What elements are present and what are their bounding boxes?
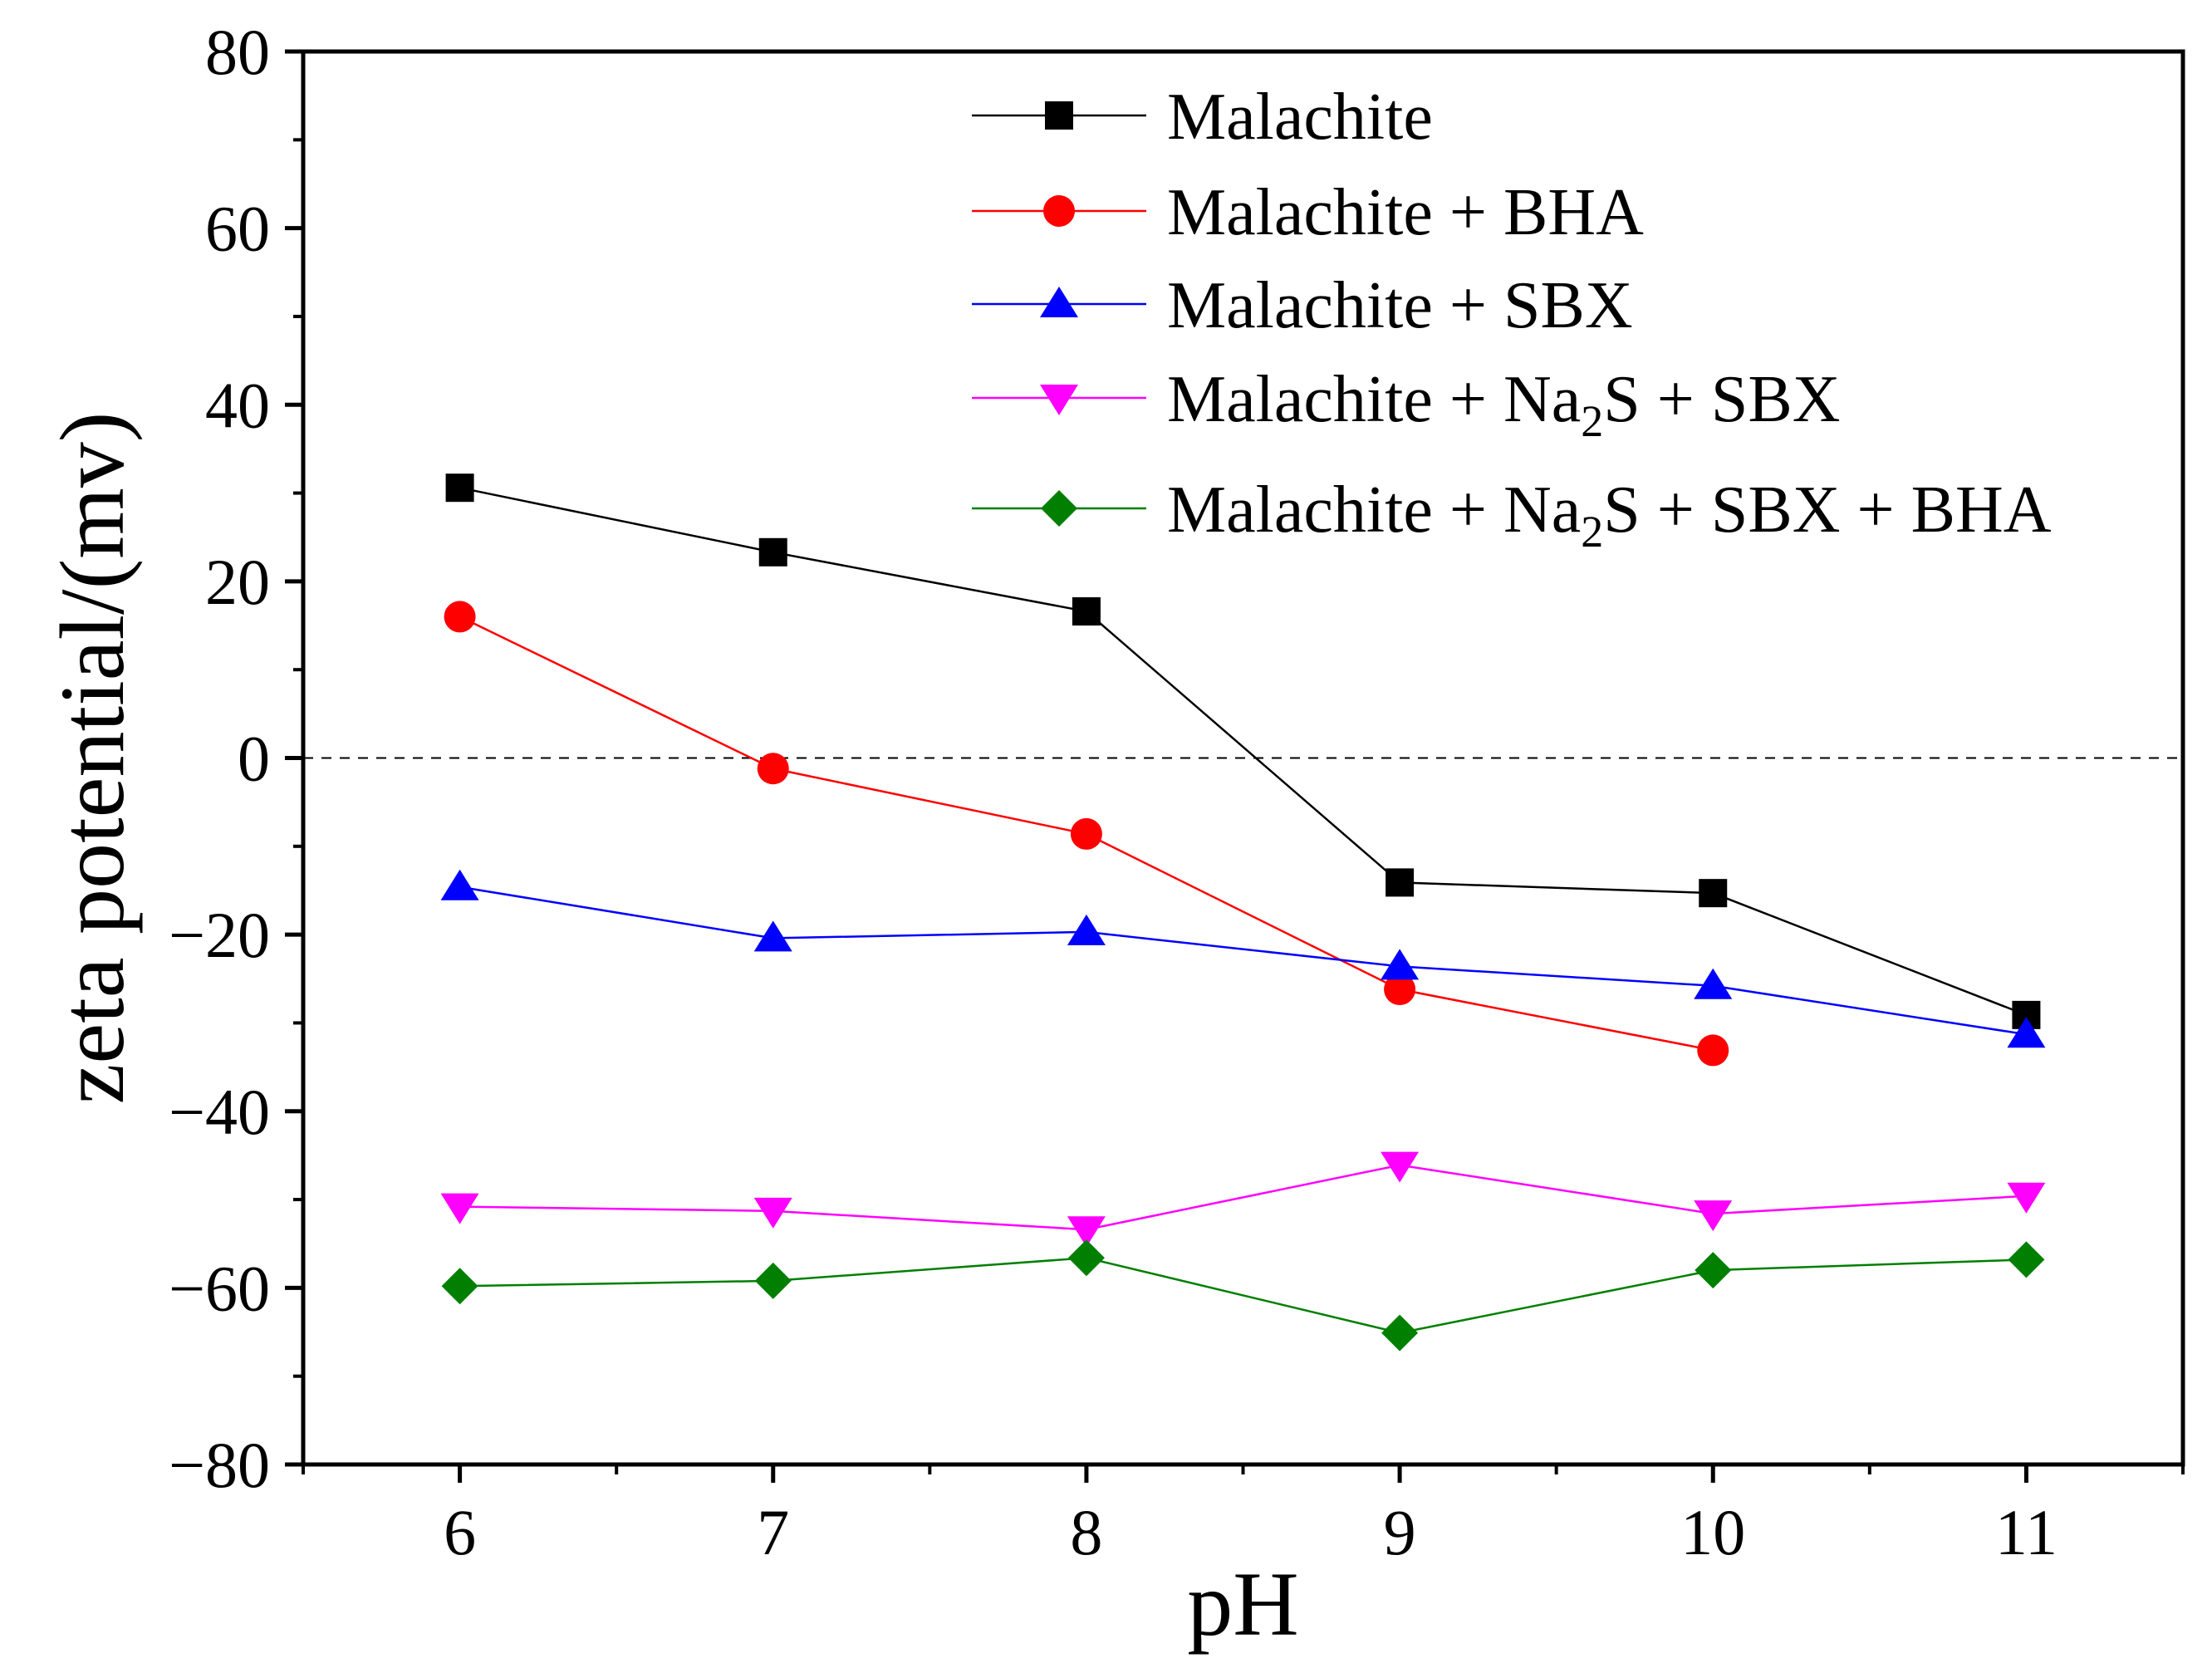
legend: Malachite Malachite + BHA Malachite + SBX M… bbox=[972, 81, 2052, 557]
data-point bbox=[444, 601, 476, 633]
data-point bbox=[758, 537, 787, 567]
legend-marker bbox=[1043, 195, 1075, 227]
data-point bbox=[1381, 949, 1420, 980]
series-4 bbox=[441, 1239, 2045, 1352]
y-tick-label: −20 bbox=[169, 899, 270, 971]
legend-label-part: Malachite + BHA bbox=[1167, 176, 1644, 249]
series-line-2 bbox=[459, 886, 2027, 1036]
data-point bbox=[753, 1197, 792, 1229]
legend-label-subscript: 2 bbox=[1581, 507, 1603, 557]
x-tick-label: 6 bbox=[444, 1496, 476, 1568]
legend-entry-0: Malachite bbox=[972, 81, 1433, 154]
data-point bbox=[753, 920, 792, 952]
legend-marker bbox=[1040, 287, 1078, 317]
data-point bbox=[1067, 914, 1106, 945]
data-point bbox=[757, 753, 789, 785]
x-tick-label: 8 bbox=[1070, 1496, 1102, 1568]
y-tick-label: 0 bbox=[238, 723, 270, 795]
series-line-3 bbox=[459, 1164, 2027, 1231]
data-point bbox=[1067, 1239, 1105, 1277]
data-point bbox=[754, 1262, 792, 1299]
axes-layer: −80 −60 −40 −20 0 20 40 60 80 6 7 8 9 10 11 bbox=[169, 16, 2185, 1568]
data-point bbox=[440, 1193, 479, 1224]
data-point bbox=[1067, 1216, 1106, 1248]
data-point bbox=[1386, 868, 1415, 897]
x-tick-label: 11 bbox=[1995, 1496, 2058, 1568]
y-tick-label: 20 bbox=[205, 546, 270, 618]
data-point bbox=[1381, 1151, 1420, 1183]
series-line-0 bbox=[459, 486, 2027, 1017]
legend-entry-4: Malachite + Na2S + SBX + BHA bbox=[972, 473, 2052, 557]
y-tick-label: −60 bbox=[169, 1252, 270, 1324]
legend-label-part: Malachite + SBX bbox=[1167, 269, 1633, 342]
legend-label-part: S + SBX + BHA bbox=[1603, 473, 2051, 547]
x-axis-title: pH bbox=[1187, 1553, 1298, 1655]
legend-label: Malachite + BHA bbox=[1167, 176, 1644, 249]
series-3 bbox=[440, 1151, 2046, 1248]
y-axis-title: zeta potential/(mv) bbox=[42, 412, 143, 1105]
data-point bbox=[1694, 968, 1733, 999]
series-layer bbox=[440, 473, 2046, 1352]
data-point bbox=[1694, 1200, 1733, 1232]
legend-label: Malachite + Na2S + SBX + BHA bbox=[1167, 473, 2052, 557]
y-tick-label: −40 bbox=[169, 1076, 270, 1148]
legend-label: Malachite + SBX bbox=[1167, 269, 1633, 342]
data-point bbox=[441, 1268, 478, 1305]
data-point bbox=[1699, 879, 1728, 908]
series-2 bbox=[440, 869, 2046, 1048]
legend-entry-1: Malachite + BHA bbox=[972, 176, 1644, 249]
legend-label: Malachite + Na2S + SBX bbox=[1167, 363, 1840, 446]
legend-label-subscript: 2 bbox=[1581, 396, 1603, 446]
legend-marker bbox=[1041, 490, 1077, 527]
data-point bbox=[1070, 817, 1102, 850]
legend-entry-3: Malachite + Na2S + SBX bbox=[972, 363, 1840, 446]
data-point bbox=[1072, 597, 1101, 626]
y-tick-label: 40 bbox=[205, 369, 270, 441]
legend-label-part: Malachite + Na bbox=[1167, 363, 1581, 436]
data-point bbox=[1697, 1034, 1729, 1067]
data-point bbox=[445, 473, 474, 503]
legend-label-part: Malachite bbox=[1167, 81, 1433, 154]
legend-entry-2: Malachite + SBX bbox=[972, 269, 1633, 342]
x-tick-label: 7 bbox=[757, 1496, 789, 1568]
series-0 bbox=[445, 473, 2041, 1029]
legend-label-part: S + SBX bbox=[1603, 363, 1840, 436]
series-1 bbox=[444, 601, 1729, 1067]
y-tick-label: 80 bbox=[205, 16, 270, 88]
series-line-4 bbox=[459, 1256, 2027, 1334]
legend-marker bbox=[1045, 101, 1073, 130]
x-tick-label: 9 bbox=[1384, 1496, 1416, 1568]
legend-label: Malachite bbox=[1167, 81, 1433, 154]
legend-label-part: Malachite + Na bbox=[1167, 473, 1581, 547]
data-point bbox=[1695, 1252, 1732, 1289]
data-point bbox=[2007, 1017, 2046, 1048]
x-tick-label: 10 bbox=[1680, 1496, 1745, 1568]
y-tick-label: −80 bbox=[169, 1429, 270, 1501]
y-tick-label: 60 bbox=[205, 193, 270, 265]
legend-marker bbox=[1040, 385, 1078, 415]
data-point bbox=[2007, 1182, 2046, 1214]
data-point bbox=[440, 869, 479, 900]
data-point bbox=[2008, 1241, 2045, 1278]
data-point bbox=[1381, 1314, 1419, 1352]
data-point bbox=[1384, 974, 1416, 1006]
